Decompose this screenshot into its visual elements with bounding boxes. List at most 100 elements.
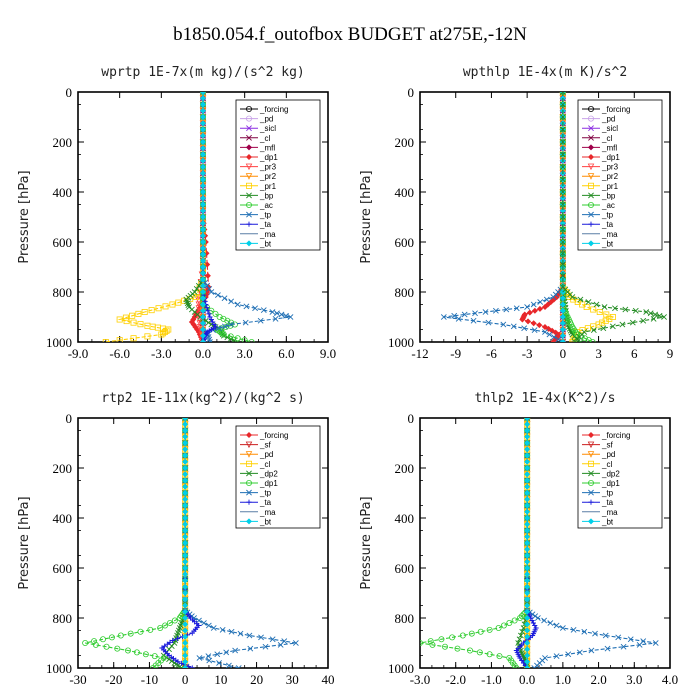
data-point	[162, 303, 169, 310]
data-point	[200, 92, 206, 95]
legend-label: _ma	[259, 508, 276, 517]
data-point	[577, 339, 584, 342]
data-point	[166, 656, 172, 663]
data-point	[559, 320, 566, 327]
data-point	[199, 307, 207, 314]
data-point	[553, 293, 560, 301]
series-dp1	[420, 418, 531, 668]
data-point	[204, 305, 210, 311]
data-point	[147, 626, 154, 633]
x-tick-label: 4.0	[662, 672, 678, 687]
data-point	[550, 338, 557, 342]
data-point	[602, 317, 609, 324]
legend-marker	[588, 499, 594, 505]
y-axis-label: Pressure [hPa]	[17, 496, 32, 589]
legend-label: _mfl	[259, 143, 275, 152]
data-point	[116, 316, 123, 323]
data-point	[234, 301, 241, 308]
data-point	[221, 295, 228, 302]
data-point	[182, 502, 189, 509]
data-point	[182, 514, 189, 522]
data-layer	[440, 92, 667, 342]
legend-label: _forcing	[601, 431, 630, 440]
data-point	[237, 630, 244, 637]
y-tick-label: 200	[53, 135, 73, 150]
data-point	[650, 315, 657, 322]
data-point	[182, 596, 189, 603]
data-point	[510, 323, 517, 330]
data-point	[559, 101, 566, 108]
data-point	[496, 653, 503, 660]
data-point	[166, 620, 173, 627]
legend-marker	[587, 240, 595, 247]
y-tick-label: 1000	[46, 335, 72, 350]
data-point	[186, 663, 192, 668]
data-point	[542, 329, 548, 335]
data-point	[516, 636, 523, 643]
legend-marker	[587, 518, 595, 525]
data-point	[524, 446, 531, 453]
data-point	[506, 620, 513, 627]
x-tick-label: 3	[595, 346, 602, 361]
y-tick-label: 0	[408, 411, 415, 426]
data-point	[142, 651, 149, 658]
legend-label: _cl	[601, 460, 612, 469]
data-point	[199, 288, 207, 296]
data-point	[199, 313, 207, 321]
data-point	[601, 304, 608, 310]
data-point	[182, 664, 189, 668]
legend-label: _tp	[601, 489, 614, 498]
legend-marker	[588, 470, 594, 477]
data-point	[524, 527, 531, 534]
legend-marker	[588, 192, 594, 199]
data-point	[524, 564, 531, 572]
data-point	[466, 647, 473, 654]
data-point	[485, 319, 492, 326]
data-point	[524, 539, 531, 547]
data-point	[526, 309, 533, 316]
data-point	[214, 651, 221, 658]
data-point	[629, 319, 636, 326]
data-point	[524, 514, 531, 522]
data-point	[182, 439, 189, 447]
y-tick-label: 600	[395, 561, 415, 576]
data-point	[199, 163, 207, 171]
data-point	[199, 320, 207, 327]
data-point	[141, 308, 148, 315]
y-axis-label: Pressure [hPa]	[359, 496, 374, 589]
data-point	[242, 319, 249, 326]
series-line	[84, 418, 186, 668]
data-point	[609, 313, 616, 320]
data-point	[524, 418, 531, 421]
y-tick-label: 800	[395, 611, 415, 626]
legend-label: _pr3	[259, 163, 277, 172]
data-point	[169, 301, 176, 308]
panel-title: wprtp 1E-7x(m kg)/(s^2 kg)	[101, 65, 305, 80]
data-point	[241, 337, 248, 342]
data-point	[82, 640, 89, 647]
data-point	[537, 299, 544, 305]
data-point	[182, 452, 189, 459]
legend-label: _pr3	[601, 163, 619, 172]
data-point	[92, 641, 99, 648]
data-point	[559, 92, 566, 95]
data-point	[223, 649, 230, 656]
data-point	[524, 602, 531, 609]
legend-label: _cl	[259, 460, 270, 469]
data-point	[178, 665, 185, 668]
legend: _forcing_sf_pd_cl_dp2_dp1_tp_ta_ma_bt	[577, 425, 663, 529]
data-point	[182, 639, 189, 647]
legend-marker	[587, 441, 595, 449]
data-point	[553, 653, 560, 660]
data-point	[427, 638, 434, 645]
legend-label: _forcing	[601, 105, 630, 114]
data-point	[199, 195, 207, 202]
x-tick-label: -6	[486, 346, 497, 361]
legend-label: _forcing	[259, 105, 288, 114]
data-point	[182, 489, 189, 497]
x-tick-label: 10	[214, 672, 227, 687]
data-point	[511, 617, 518, 624]
data-point	[182, 564, 189, 572]
legend-marker	[246, 192, 252, 199]
legend-marker	[588, 182, 595, 189]
